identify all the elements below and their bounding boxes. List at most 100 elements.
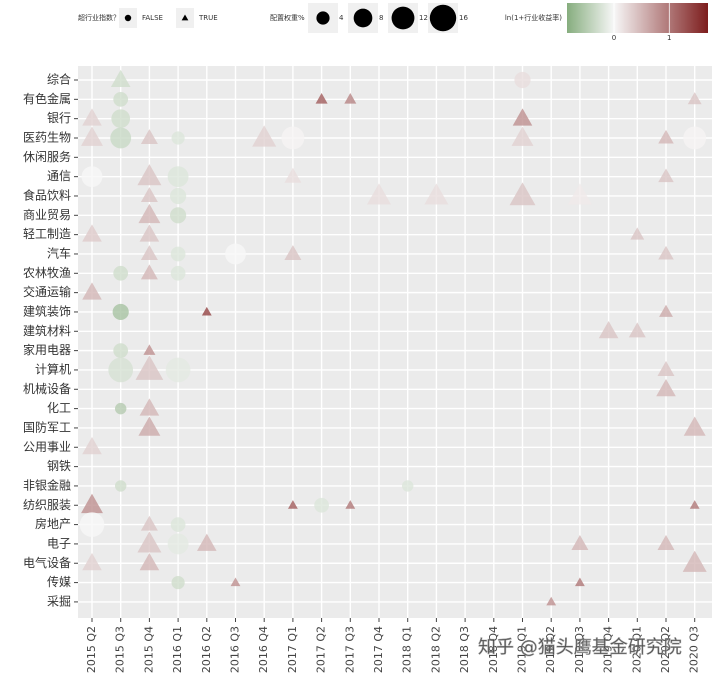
y-tick-label: 建筑装饰 bbox=[23, 303, 71, 318]
legend-label: 4 bbox=[339, 14, 344, 22]
circle-point bbox=[79, 512, 105, 537]
triangle-point bbox=[683, 416, 706, 436]
triangle-point bbox=[196, 533, 217, 551]
y-tick-label: 电子 bbox=[47, 536, 71, 550]
triangle-point bbox=[110, 69, 131, 88]
circle-point bbox=[683, 126, 707, 150]
triangle-point bbox=[574, 577, 585, 587]
circle-point bbox=[171, 575, 185, 590]
x-tick-label: 2015 Q4 bbox=[142, 626, 155, 673]
triangle-point bbox=[682, 550, 707, 572]
y-tick-label: 建筑材料 bbox=[23, 323, 71, 338]
triangle-point bbox=[315, 93, 328, 104]
legend-label: FALSE bbox=[142, 14, 163, 22]
x-tick-label: 2017 Q1 bbox=[286, 626, 299, 673]
triangle-point bbox=[138, 203, 161, 224]
x-tick-label: 2016 Q1 bbox=[171, 626, 184, 673]
triangle-point bbox=[137, 164, 162, 186]
x-tick-label: 2018 Q2 bbox=[429, 626, 442, 673]
circle-point bbox=[81, 166, 103, 188]
legend-symbol bbox=[181, 14, 189, 21]
triangle-point bbox=[658, 129, 674, 144]
y-tick-label: 非银金融 bbox=[23, 477, 71, 492]
circle-point bbox=[114, 480, 127, 492]
circle-point bbox=[165, 357, 191, 383]
x-tick-label: 2020 Q1 bbox=[630, 626, 643, 673]
triangle-point bbox=[511, 126, 534, 146]
triangle-point bbox=[138, 416, 161, 436]
triangle-point bbox=[659, 304, 673, 317]
x-tick-label: 2017 Q3 bbox=[343, 626, 356, 673]
triangle-point bbox=[657, 535, 675, 550]
y-tick-label: 房地产 bbox=[35, 516, 71, 531]
x-tick-label: 2017 Q4 bbox=[372, 626, 385, 673]
y-tick-label: 休闲服务 bbox=[23, 149, 71, 164]
x-tick-label: 2015 Q3 bbox=[114, 626, 127, 673]
triangle-point bbox=[82, 437, 102, 455]
y-tick-label: 汽车 bbox=[47, 245, 71, 260]
x-tick-label: 2016 Q4 bbox=[257, 626, 270, 673]
y-tick-label: 农林牧渔 bbox=[23, 266, 71, 280]
triangle-point bbox=[657, 361, 675, 377]
y-tick-label: 计算机 bbox=[35, 361, 71, 376]
x-tick-label: 2020 Q2 bbox=[659, 626, 672, 673]
triangle-point bbox=[137, 531, 162, 553]
x-tick-label: 2020 Q3 bbox=[688, 626, 701, 673]
y-tick-label: 交通运输 bbox=[23, 284, 71, 299]
x-tick-label: 2016 Q3 bbox=[229, 626, 242, 673]
y-tick-label: 家用电器 bbox=[23, 342, 71, 357]
triangle-point bbox=[139, 552, 160, 571]
circle-point bbox=[281, 126, 305, 150]
y-tick-label: 通信 bbox=[47, 169, 71, 183]
circle-point bbox=[167, 533, 189, 555]
x-tick-label: 2015 Q2 bbox=[85, 626, 98, 673]
triangle-point bbox=[135, 355, 164, 380]
triangle-point bbox=[687, 92, 702, 105]
y-tick-label: 综合 bbox=[47, 72, 71, 87]
circle-point bbox=[401, 480, 414, 492]
triangle-point bbox=[140, 187, 158, 203]
y-tick-label: 银行 bbox=[47, 111, 71, 125]
color-bar-label: 0 bbox=[612, 34, 616, 42]
triangle-point bbox=[284, 167, 302, 183]
x-tick-label: 2019 Q4 bbox=[602, 626, 615, 673]
triangle-point bbox=[82, 108, 102, 126]
y-tick-label: 传媒 bbox=[47, 574, 71, 589]
size-legend-title: 配置权重% bbox=[270, 13, 305, 22]
triangle-point bbox=[139, 398, 160, 416]
circle-point bbox=[170, 187, 187, 205]
triangle-point bbox=[140, 129, 158, 145]
x-tick-label: 2019 Q2 bbox=[544, 626, 557, 673]
triangle-point bbox=[140, 245, 158, 261]
triangle-point bbox=[567, 183, 592, 205]
circle-point bbox=[167, 166, 189, 188]
triangle-point bbox=[658, 245, 674, 260]
circle-point bbox=[113, 343, 129, 358]
circle-point bbox=[170, 265, 186, 281]
triangle-point bbox=[628, 322, 646, 338]
x-tick-label: 2018 Q1 bbox=[401, 626, 414, 673]
circle-point bbox=[170, 207, 187, 224]
triangle-point bbox=[140, 515, 158, 531]
legend-label: 16 bbox=[459, 14, 468, 22]
watermark: 知乎 @猫头鹰基金研究院 bbox=[478, 637, 682, 658]
triangle-point bbox=[81, 493, 103, 514]
triangle-point bbox=[656, 379, 676, 397]
circle-point bbox=[225, 243, 246, 265]
circle-point bbox=[112, 303, 129, 321]
legend-label: 8 bbox=[379, 14, 383, 22]
y-tick-label: 电气设备 bbox=[23, 555, 71, 570]
triangle-point bbox=[252, 125, 277, 147]
y-tick-label: 食品饮料 bbox=[23, 187, 71, 202]
y-tick-label: 有色金属 bbox=[23, 91, 71, 106]
triangle-point bbox=[571, 535, 589, 550]
legend-symbol bbox=[124, 14, 132, 22]
x-tick-label: 2018 Q3 bbox=[458, 626, 471, 673]
y-tick-label: 机械设备 bbox=[23, 381, 71, 396]
y-tick-label: 商业贸易 bbox=[23, 207, 71, 222]
triangle-point bbox=[630, 227, 645, 240]
legend-label: 12 bbox=[419, 14, 428, 22]
legend-size-symbol bbox=[391, 6, 415, 30]
circle-point bbox=[113, 91, 129, 107]
